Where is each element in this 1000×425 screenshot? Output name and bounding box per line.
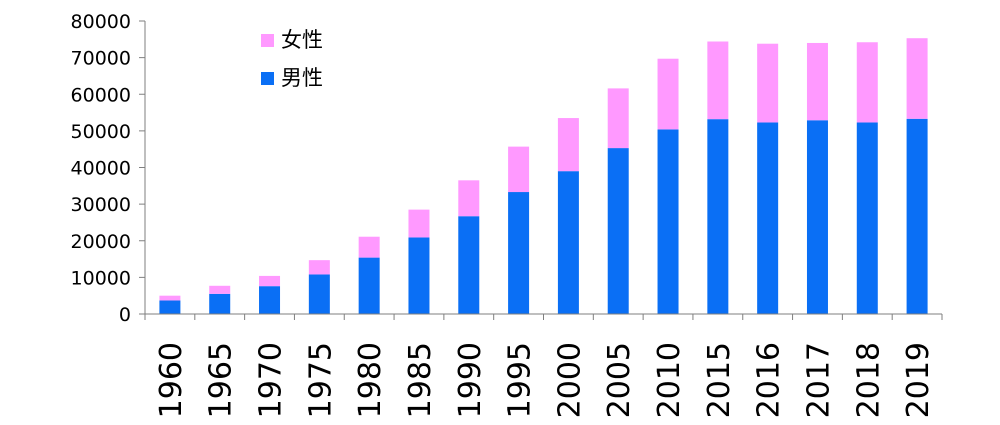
bar-female-1965	[209, 285, 231, 294]
bar-female-2017	[806, 42, 828, 121]
x-tick-label: 1965	[204, 342, 239, 418]
x-tick-label: 2019	[901, 342, 936, 418]
bar-male-1965	[209, 293, 231, 314]
bar-male-1980	[358, 257, 380, 314]
bar-male-2015	[707, 119, 729, 314]
x-tick-label: 1975	[303, 342, 338, 418]
bar-female-2019	[906, 38, 928, 119]
bar-female-2000	[557, 118, 579, 172]
y-tick-label: 40000	[71, 158, 131, 180]
x-tick-label: 2017	[801, 342, 836, 418]
y-tick-label: 20000	[71, 231, 131, 253]
x-tick-label: 1960	[154, 342, 189, 418]
legend-swatch	[261, 72, 274, 85]
bar-female-1990	[458, 180, 480, 217]
y-tick-label: 50000	[71, 121, 131, 143]
bar-male-2016	[757, 122, 779, 314]
y-tick-label: 10000	[71, 267, 131, 289]
bar-male-1995	[508, 192, 530, 314]
bar-female-2010	[657, 58, 679, 130]
bar-male-2019	[906, 118, 928, 314]
x-tick-label: 1970	[254, 342, 289, 418]
y-tick-label: 30000	[71, 194, 131, 216]
legend-swatch	[261, 34, 274, 47]
bar-male-2005	[607, 148, 629, 314]
y-tick-label: 0	[119, 304, 131, 326]
x-tick-label: 2000	[552, 342, 587, 418]
y-tick-label: 70000	[71, 48, 131, 70]
y-tick-label: 80000	[71, 11, 131, 33]
bar-female-1980	[358, 236, 380, 258]
x-tick-label: 2010	[652, 342, 687, 418]
x-tick-label: 1990	[453, 342, 488, 418]
legend-label: 男性	[281, 66, 323, 90]
bar-female-2005	[607, 88, 629, 149]
x-tick-label: 2018	[851, 342, 886, 418]
bar-female-2016	[757, 43, 779, 123]
x-tick-label: 1980	[353, 342, 388, 418]
y-tick-label: 60000	[71, 84, 131, 106]
bar-male-2018	[856, 122, 878, 314]
legend-label: 女性	[281, 28, 323, 52]
x-tick-label: 1985	[403, 342, 438, 418]
bar-male-2010	[657, 129, 679, 314]
bar-male-1975	[308, 274, 330, 314]
x-tick-label: 1995	[503, 342, 538, 418]
y-axis: 0 10000 20000 30000 40000 50000 60000 70000 8000…	[71, 11, 146, 326]
bar-female-2018	[856, 42, 878, 123]
bar-male-1990	[458, 216, 480, 314]
bar-female-1985	[408, 209, 430, 238]
bar-male-2000	[557, 171, 579, 314]
bar-male-1960	[159, 300, 181, 314]
bar-male-2017	[806, 120, 828, 314]
x-tick-label: 2016	[752, 342, 787, 418]
bar-female-1975	[308, 260, 330, 275]
bar-female-1995	[508, 146, 530, 193]
bar-female-2015	[707, 41, 729, 120]
x-axis: 1960 1965 1970 1975 1980 1985 1990 1995 2000 2005…	[144, 313, 943, 418]
x-tick-label: 2005	[602, 342, 637, 418]
bar-female-1970	[259, 275, 281, 287]
bars	[159, 38, 928, 314]
bar-male-1970	[259, 286, 281, 314]
x-tick-label: 2015	[702, 342, 737, 418]
bar-male-1985	[408, 237, 430, 314]
bar-female-1960	[159, 295, 181, 301]
